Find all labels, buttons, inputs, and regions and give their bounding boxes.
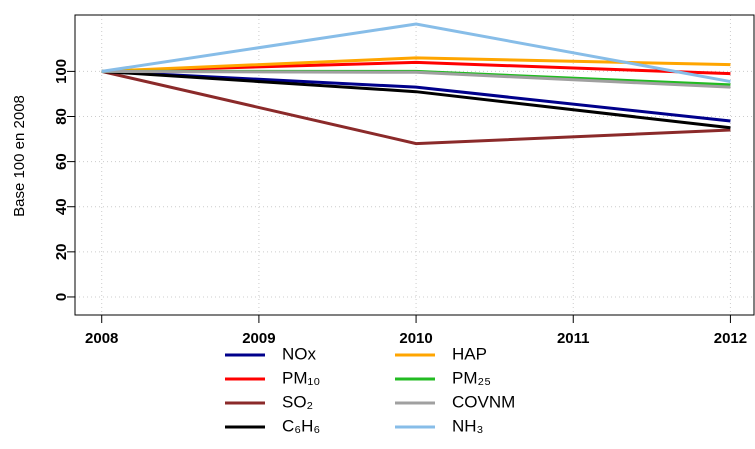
y-tick-label: 60 bbox=[53, 153, 70, 170]
y-tick-label: 100 bbox=[53, 59, 70, 84]
x-tick-label: 2012 bbox=[714, 330, 747, 347]
y-tick-label: 0 bbox=[53, 293, 70, 301]
legend-label: SO₂ bbox=[282, 392, 313, 411]
y-tick-label: 40 bbox=[53, 198, 70, 215]
legend-label: NOx bbox=[282, 344, 317, 363]
plot-frame bbox=[74, 14, 755, 316]
y-axis-label: Base 100 en 2008 bbox=[11, 95, 28, 217]
series-line bbox=[101, 69, 731, 130]
x-tick-label: 2009 bbox=[242, 330, 275, 347]
series-line bbox=[101, 69, 731, 146]
series-line bbox=[101, 22, 731, 84]
y-tick-label: 20 bbox=[53, 243, 70, 260]
series-line bbox=[101, 60, 731, 76]
legend-label: NH₃ bbox=[452, 416, 483, 435]
x-tick-label: 2010 bbox=[399, 330, 432, 347]
y-tick-label: 80 bbox=[53, 108, 70, 125]
legend-label: PM₂₅ bbox=[452, 368, 491, 387]
legend-label: PM₁₀ bbox=[282, 368, 320, 387]
legend-label: COVNM bbox=[452, 392, 515, 411]
legend-label: C₆H₆ bbox=[282, 416, 320, 435]
x-tick-label: 2011 bbox=[557, 330, 590, 347]
series-line bbox=[101, 69, 731, 123]
legend-label: HAP bbox=[452, 344, 487, 363]
x-tick-label: 2008 bbox=[85, 330, 118, 347]
series-line bbox=[101, 69, 731, 89]
